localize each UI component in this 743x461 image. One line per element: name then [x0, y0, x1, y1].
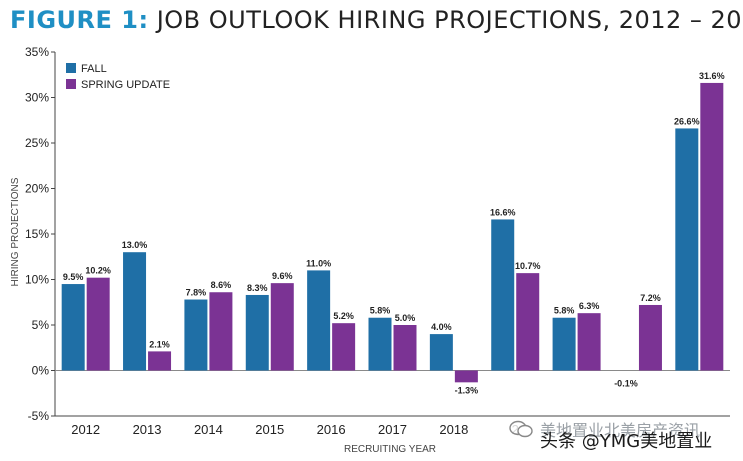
bar-spring [393, 325, 417, 371]
legend-label-fall: FALL [81, 63, 107, 75]
y-axis-title: HIRING PROJECTIONS [10, 177, 21, 286]
legend-swatch-spring [66, 79, 76, 89]
bar-fall [184, 299, 208, 371]
data-label-spring: 5.0% [395, 313, 416, 323]
watermark-line-2: 头条 @YMG美地置业 [540, 431, 713, 452]
data-label-fall: 5.8% [370, 306, 391, 316]
figure-label: FIGURE 1: [10, 6, 149, 34]
bar-fall [491, 219, 515, 371]
bar-spring [454, 370, 478, 383]
title-text: JOB OUTLOOK HIRING PROJECTIONS, 2012 – 2… [156, 6, 743, 34]
y-tick-label: 20% [25, 182, 49, 196]
x-tick-label: 2012 [71, 422, 100, 437]
x-tick-label: 2016 [317, 422, 346, 437]
data-label-fall: 9.5% [63, 272, 84, 282]
data-label-fall: 4.0% [431, 322, 452, 332]
y-tick-label: 10% [25, 273, 49, 287]
data-label-spring: 8.6% [211, 280, 232, 290]
y-tick-label: 15% [25, 227, 49, 241]
x-tick-label: 2014 [194, 422, 223, 437]
legend-label-spring: SPRING UPDATE [81, 79, 170, 91]
bar-fall [429, 334, 453, 371]
bar-fall [245, 294, 269, 371]
bar-fall [675, 128, 699, 371]
data-label-fall: 26.6% [674, 116, 700, 126]
data-label-spring: -1.3% [455, 385, 479, 395]
bar-spring [516, 273, 540, 371]
watermark-line-1: 美地置业北美房产资讯 [540, 421, 701, 440]
x-axis-title: RECRUITING YEAR [344, 444, 436, 455]
data-label-spring: 2.1% [149, 339, 170, 349]
data-label-spring: 31.6% [699, 71, 725, 81]
data-label-spring: 10.2% [85, 266, 111, 276]
watermark-backdrop [505, 418, 741, 458]
bar-fall [368, 317, 392, 371]
legend-swatch-fall [66, 63, 76, 73]
data-label-spring: 10.7% [515, 261, 541, 271]
bar-spring [270, 283, 294, 371]
x-tick-label: 2015 [255, 422, 284, 437]
bar-fall [123, 252, 147, 371]
bar-spring [209, 292, 233, 371]
data-label-fall: 7.8% [186, 288, 207, 298]
y-tick-label: -5% [28, 409, 50, 423]
data-label-spring: 6.3% [579, 301, 600, 311]
bar-spring [148, 351, 172, 371]
y-tick-label: 0% [32, 364, 50, 378]
y-tick-label: 30% [25, 91, 49, 105]
bar-spring [332, 323, 356, 371]
y-tick-label: 25% [25, 136, 49, 150]
x-tick-label: 2013 [133, 422, 162, 437]
bar-spring [638, 304, 662, 371]
x-tick-label: 2018 [439, 422, 468, 437]
data-label-spring: 5.2% [333, 311, 354, 321]
bar-fall [61, 284, 85, 371]
bar-fall [552, 317, 576, 371]
wechat-logo-icon [509, 420, 533, 438]
x-tick-label: 2017 [378, 422, 407, 437]
data-label-annotation: -0.1% [614, 379, 638, 389]
bar-spring [700, 82, 724, 371]
data-label-spring: 9.6% [272, 271, 293, 281]
chart-title: FIGURE 1: JOB OUTLOOK HIRING PROJECTIONS… [10, 6, 743, 34]
bar-spring [577, 313, 601, 371]
bar-spring [86, 277, 110, 371]
data-label-spring: 7.2% [640, 293, 661, 303]
data-label-fall: 8.3% [247, 283, 268, 293]
data-label-fall: 5.8% [554, 306, 575, 316]
bar-fall [307, 270, 331, 371]
data-label-fall: 11.0% [306, 258, 331, 268]
data-label-fall: 16.6% [490, 207, 516, 217]
data-label-fall: 13.0% [122, 240, 148, 250]
y-tick-label: 5% [32, 318, 50, 332]
y-tick-label: 35% [25, 45, 49, 59]
